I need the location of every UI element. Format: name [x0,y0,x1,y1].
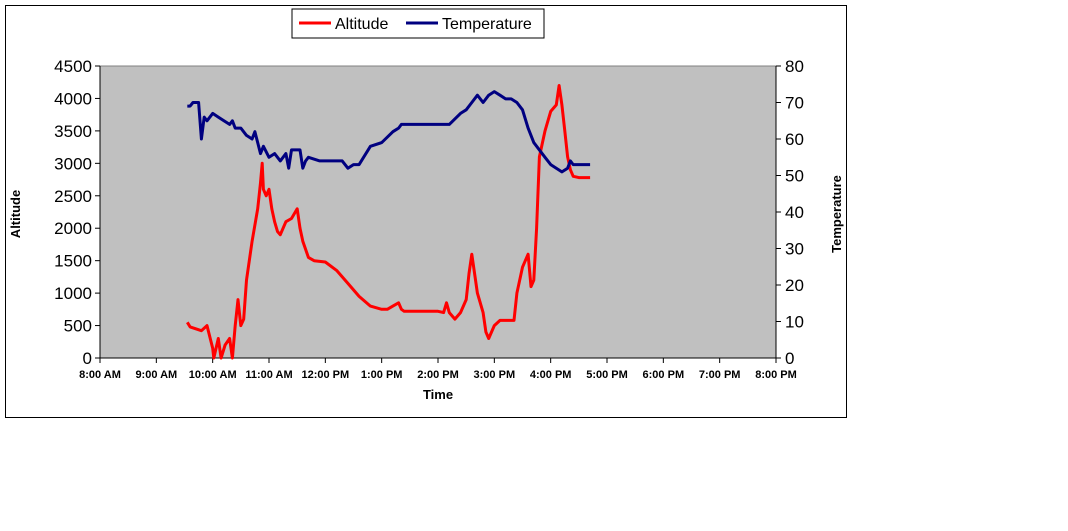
y-left-tick-label: 3500 [54,122,92,141]
x-tick-label: 11:00 AM [245,369,292,381]
x-tick-label: 2:00 PM [417,369,459,381]
y-left-tick-label: 1000 [54,284,92,303]
y-axis-title-right: Temperature [829,175,844,253]
x-tick-label: 8:00 PM [755,369,797,381]
y-right-tick-label: 70 [785,94,804,113]
x-tick-label: 7:00 PM [699,369,741,381]
chart-frame: Altitude Temperature 0 500 1000 1500 2000 250… [5,5,847,418]
y-left-tick-label: 3000 [54,154,92,173]
x-tick-label: 10:00 AM [189,369,237,381]
y-right-tick-label: 0 [785,349,794,368]
y-right-tick-label: 30 [785,240,804,259]
x-tick-label: 9:00 AM [135,369,177,381]
chart-svg: Altitude Temperature 0500100015002000250… [8,8,844,402]
y-right-tick-label: 40 [785,203,804,222]
y-left-tick-label: 500 [64,317,92,336]
plot-area [99,65,777,359]
x-tick-label: 5:00 PM [586,369,628,381]
tick-labels: 0 500 1000 1500 2000 2500 3000 3500 4000 4500 0 10 2… [54,57,804,381]
x-tick-label: 6:00 PM [643,369,685,381]
x-tick-label: 4:00 PM [530,369,572,381]
y-left-tick-label: 2500 [54,187,92,206]
y-axis-title-left: Altitude [8,190,23,238]
y-right-tick-label: 10 [785,313,804,332]
legend-label-temperature: Temperature [442,16,532,33]
series-layer [186,84,591,360]
legend: Altitude Temperature [291,8,545,39]
y-right-tick-label: 20 [785,276,804,295]
y-left-tick-label: 2000 [54,219,92,238]
x-tick-label: 3:00 PM [474,369,516,381]
y-left-tick-label: 4000 [54,89,92,108]
y-left-tick-label: 0 [83,349,92,368]
legend-label-altitude: Altitude [335,16,388,33]
x-tick-label: 1:00 PM [361,369,403,381]
y-right-tick-label: 50 [785,167,804,186]
y-right-tick-label: 80 [785,57,804,76]
series-line-temperature [187,90,591,174]
series-line-altitude [186,84,591,360]
y-right-tick-label: 60 [785,130,804,149]
x-axis-title: Time [423,387,453,402]
x-tick-label: 12:00 PM [301,369,349,381]
y-left-tick-label: 4500 [54,57,92,76]
y-left-tick-label: 1500 [54,252,92,271]
x-tick-label: 8:00 AM [79,369,121,381]
